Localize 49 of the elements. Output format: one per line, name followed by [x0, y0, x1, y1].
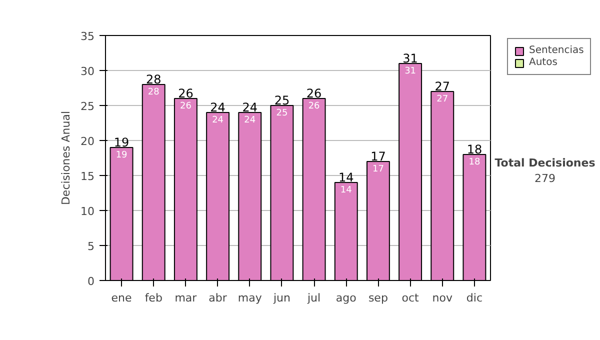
y-tick-label: 25	[80, 100, 95, 113]
legend-label: Sentencias	[529, 45, 584, 56]
total-label: 18	[466, 142, 482, 156]
total-label: 24	[210, 100, 226, 114]
x-tick-label: nov	[432, 292, 453, 304]
x-tick-label: oct	[402, 292, 420, 304]
text: Total Decisiones	[494, 156, 596, 170]
data-label: 27	[436, 94, 448, 104]
data-label: 31	[404, 66, 416, 76]
total-label: 17	[370, 150, 386, 164]
data-label: 24	[212, 116, 224, 126]
x-tick-label: jun	[272, 292, 290, 304]
data-label: 25	[276, 108, 288, 118]
y-tick-label: 10	[80, 205, 95, 218]
x-tick-label: mar	[174, 292, 198, 304]
data-label: 26	[308, 102, 320, 112]
total-label: 31	[402, 52, 418, 66]
data-label: 24	[244, 116, 256, 126]
data-label: 19	[116, 150, 128, 160]
total-label: 26	[178, 86, 194, 100]
x-tick-label: ene	[111, 292, 132, 304]
x-tick-label: dic	[466, 292, 483, 304]
y-tick-label: 15	[80, 170, 95, 183]
total-label: 14	[338, 170, 354, 184]
data-label: 17	[372, 164, 384, 174]
text: 279	[534, 172, 556, 186]
y-tick-label: 0	[88, 275, 94, 288]
x-tick-label: ago	[336, 292, 357, 304]
total-label: 27	[434, 80, 450, 94]
data-label: 18	[468, 158, 480, 168]
data-label: 28	[148, 88, 160, 98]
x-tick-label: may	[238, 292, 262, 304]
x-tick-label: sep	[368, 292, 388, 304]
y-tick-label: 30	[80, 65, 95, 78]
total-label: 24	[242, 100, 258, 114]
legend-label: Autos	[529, 57, 558, 68]
total-label: 25	[274, 94, 290, 108]
total-label: 28	[146, 72, 162, 86]
data-label: 26	[180, 102, 192, 112]
x-tick-label: jul	[306, 292, 321, 304]
y-tick-label: 20	[80, 135, 95, 148]
y-tick-label: 35	[80, 30, 95, 43]
x-tick-label: feb	[144, 292, 162, 304]
total-label: 26	[306, 86, 322, 100]
x-tick-label: abr	[208, 292, 228, 304]
y-axis-title: Decisiones Anual	[60, 110, 73, 206]
total-label: 19	[114, 136, 130, 150]
data-label: 14	[340, 186, 352, 196]
y-tick-label: 5	[88, 240, 94, 253]
